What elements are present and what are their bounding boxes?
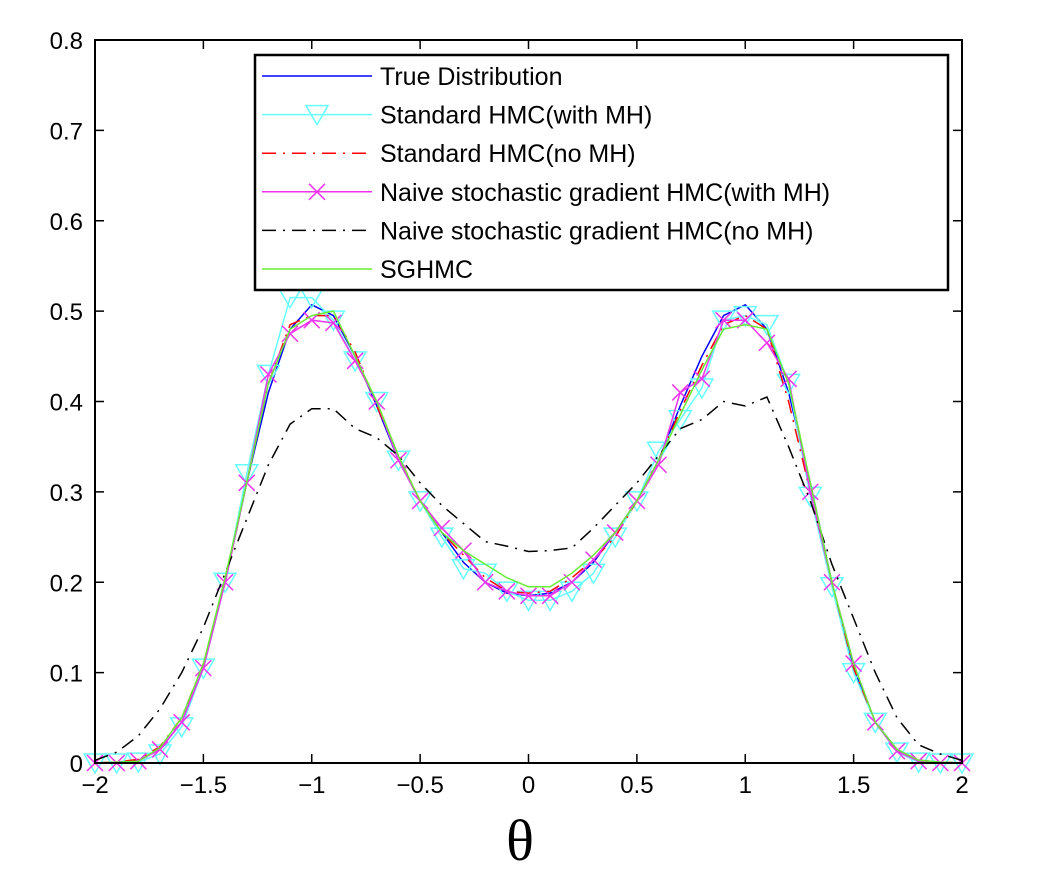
series-line	[94, 396, 963, 762]
data-point	[646, 441, 671, 463]
data-point	[671, 383, 689, 401]
data-point	[386, 450, 411, 472]
y-tick-label: 0.3	[50, 480, 83, 507]
data-point	[584, 551, 603, 569]
x-tick-label: 0	[522, 772, 535, 799]
x-tick-label: 1	[739, 772, 752, 799]
legend-label: Naive stochastic gradient HMC(with MH)	[380, 179, 830, 207]
legend-entry: Standard HMC(with MH)	[262, 102, 652, 130]
data-point	[624, 491, 650, 513]
x-tick-label: −1	[298, 772, 325, 799]
series-4	[94, 396, 963, 762]
data-point	[541, 587, 559, 605]
legend-label: True Distribution	[380, 63, 562, 91]
legend-marker	[304, 104, 330, 127]
legend-entry: True Distribution	[262, 63, 562, 91]
y-tick-label: 0.4	[50, 390, 83, 417]
series-5	[94, 310, 963, 764]
data-point	[234, 464, 260, 486]
data-point	[910, 752, 928, 770]
data-point	[212, 572, 238, 594]
legend-box	[253, 53, 950, 292]
y-tick-label: 0.5	[50, 299, 83, 326]
data-point	[758, 334, 776, 352]
data-point	[451, 558, 476, 581]
legend-label: Standard HMC(no MH)	[380, 140, 636, 168]
legend-label: SGHMC	[380, 256, 473, 284]
x-axis-label: θ	[506, 808, 534, 873]
y-tick-label: 0.6	[50, 209, 83, 236]
data-point	[281, 325, 299, 343]
series-layer	[82, 287, 975, 775]
data-point	[715, 311, 733, 329]
data-point	[324, 314, 342, 332]
y-tick-label: 0	[70, 751, 83, 778]
y-tick-label: 0.7	[50, 118, 83, 145]
x-tick-label: 0.5	[620, 772, 653, 799]
data-point	[732, 305, 758, 328]
legend-entry: Standard HMC(no MH)	[262, 140, 636, 168]
x-tick-label: −0.5	[396, 772, 443, 799]
data-point	[191, 658, 216, 680]
y-tick-label: 0.8	[50, 28, 83, 55]
data-point	[693, 370, 711, 388]
series-line	[94, 310, 963, 764]
data-point	[433, 519, 451, 537]
series-line	[95, 296, 962, 764]
data-point	[173, 713, 191, 731]
data-point	[801, 483, 819, 501]
data-point	[888, 742, 906, 760]
data-point	[519, 587, 538, 605]
data-point	[364, 391, 390, 413]
x-tick-label: 1.5	[837, 772, 870, 799]
legend-entry: Naive stochastic gradient HMC(no MH)	[262, 217, 813, 245]
data-point	[862, 712, 888, 734]
legend-entry: SGHMC	[262, 256, 473, 284]
legend-entry: Naive stochastic gradient HMC(with MH)	[262, 179, 830, 207]
data-point	[498, 582, 516, 600]
data-point	[256, 364, 281, 386]
legend-label: Naive stochastic gradient HMC(no MH)	[380, 217, 813, 245]
data-point	[780, 370, 798, 388]
legend-label: Standard HMC(with MH)	[380, 102, 652, 130]
y-tick-label: 0.2	[50, 570, 83, 597]
data-point	[476, 573, 494, 591]
x-tick-label: 2	[955, 772, 968, 799]
legend: True Distribution Standard HMC(with MH) St…	[253, 53, 950, 292]
ticks-layer: −2 −1.5 −1 −0.5 0 0.5 1 1.5 2 0 0.1 0.2 0.3 0.4 0.5 0.6…	[50, 28, 969, 799]
data-point	[151, 740, 169, 758]
legend-marker	[308, 183, 326, 201]
x-tick-label: −1.5	[180, 772, 227, 799]
y-tick-label: 0.1	[50, 661, 83, 688]
x-tick-label: −2	[81, 772, 108, 799]
data-point	[407, 491, 433, 513]
data-point	[194, 659, 212, 677]
data-point	[581, 563, 606, 585]
